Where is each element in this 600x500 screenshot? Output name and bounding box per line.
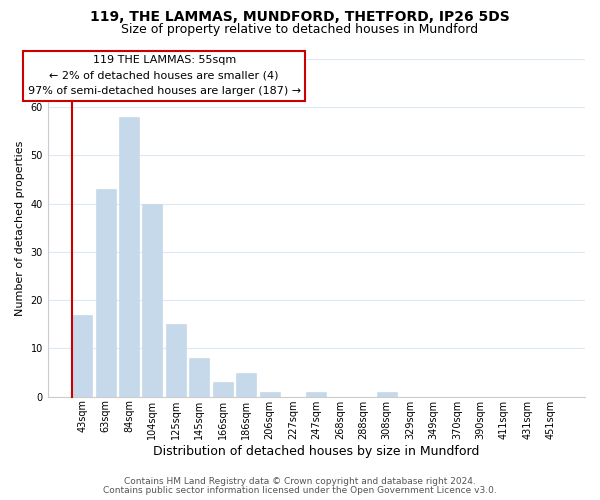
Text: 119 THE LAMMAS: 55sqm
← 2% of detached houses are smaller (4)
97% of semi-detach: 119 THE LAMMAS: 55sqm ← 2% of detached h… [28,56,301,96]
Y-axis label: Number of detached properties: Number of detached properties [15,140,25,316]
Text: Size of property relative to detached houses in Mundford: Size of property relative to detached ho… [121,22,479,36]
Text: Contains public sector information licensed under the Open Government Licence v3: Contains public sector information licen… [103,486,497,495]
Bar [213,382,233,396]
Bar [166,324,186,396]
Bar [307,392,326,396]
Bar [119,117,139,396]
Text: Contains HM Land Registry data © Crown copyright and database right 2024.: Contains HM Land Registry data © Crown c… [124,477,476,486]
Bar [142,204,163,396]
Bar [260,392,280,396]
Bar [377,392,397,396]
Bar [95,189,116,396]
Bar [190,358,209,397]
X-axis label: Distribution of detached houses by size in Mundford: Distribution of detached houses by size … [153,444,479,458]
Text: 119, THE LAMMAS, MUNDFORD, THETFORD, IP26 5DS: 119, THE LAMMAS, MUNDFORD, THETFORD, IP2… [90,10,510,24]
Bar [72,314,92,396]
Bar [236,372,256,396]
